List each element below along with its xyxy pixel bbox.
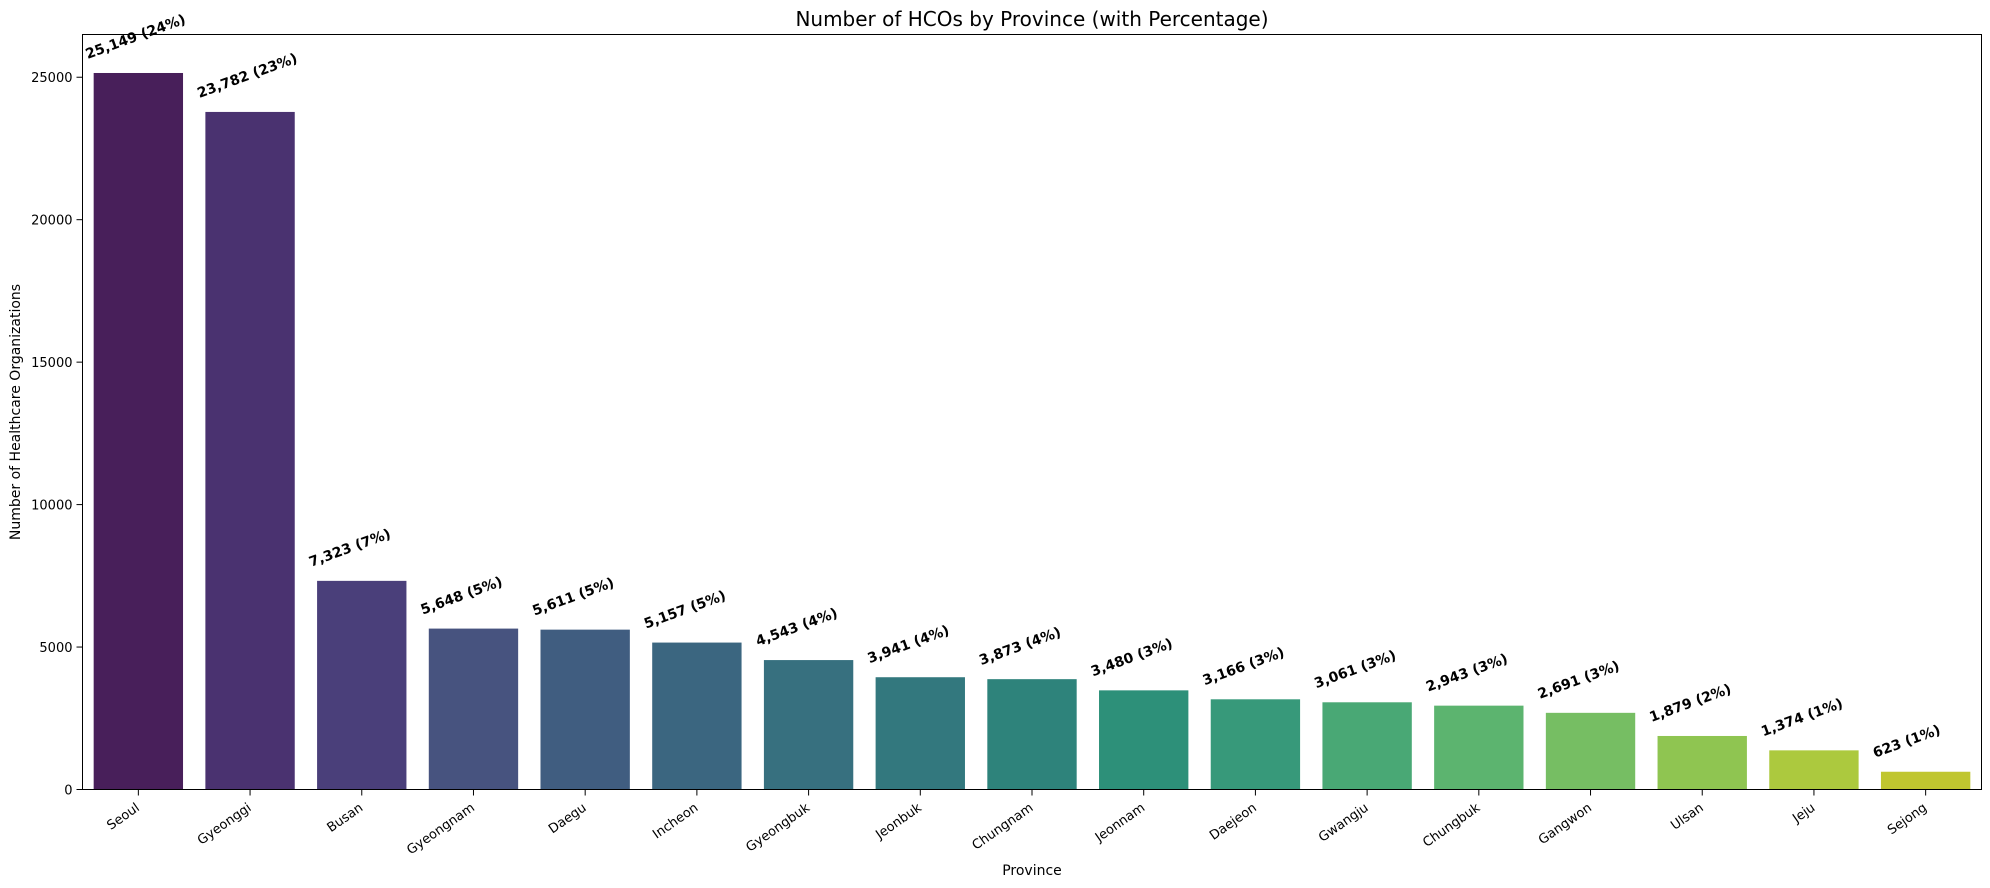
data-label: 4,543 (4%) (754, 605, 840, 649)
bar-gyeongbuk (763, 660, 854, 790)
x-tick-label: Jeonnam (1092, 800, 1148, 846)
x-tick-label: Gyeongnam (404, 800, 477, 858)
x-tick-label: Seoul (105, 800, 143, 833)
y-tick-label: 5000 (39, 641, 72, 656)
data-label: 5,611 (5%) (530, 575, 616, 619)
data-label: 3,480 (3%) (1089, 636, 1175, 680)
y-tick-label: 0 (64, 784, 72, 799)
y-tick-label: 25000 (31, 71, 72, 86)
bar-gyeonggi (205, 111, 295, 790)
data-label: 623 (1%) (1871, 722, 1943, 761)
x-axis-label: Province (1002, 863, 1062, 879)
bar-jeju (1769, 750, 1859, 790)
data-label: 3,941 (4%) (866, 623, 952, 667)
bar-ulsan (1657, 735, 1747, 790)
x-axis: Seoul Gyeonggi Busan Gyeongnam Daegu Incheon G… (105, 789, 1930, 858)
x-tick-label: Gangwon (1536, 800, 1595, 847)
x-tick-label: Jeonbuk (873, 800, 925, 843)
y-axis-label: Number of Healthcare Organizations (8, 284, 24, 540)
y-axis: 0 5000 10000 15000 20000 25000 (31, 71, 83, 799)
data-label: 5,157 (5%) (642, 588, 728, 632)
data-label: 2,691 (3%) (1536, 658, 1622, 702)
bar-busan (317, 580, 407, 790)
x-tick-label: Busan (325, 800, 366, 835)
x-tick-label: Daejeon (1207, 800, 1260, 843)
x-tick-label: Gyeonggi (195, 800, 254, 848)
y-tick-label: 15000 (31, 356, 72, 371)
bar-gyeongnam (428, 628, 519, 790)
x-tick-label: Daegu (546, 800, 589, 837)
bar-sejong (1880, 771, 1971, 790)
bar-chungbuk (1434, 705, 1524, 790)
bars-group (93, 72, 1971, 790)
x-tick-label: Sejong (1885, 800, 1930, 838)
bar-gwangju (1322, 702, 1412, 790)
x-tick-label: Incheon (650, 800, 701, 842)
bar-jeonbuk (875, 677, 965, 790)
bar-daegu (540, 629, 630, 790)
data-label: 1,879 (2%) (1647, 681, 1733, 725)
y-tick-label: 10000 (31, 499, 72, 514)
bar-chungnam (987, 679, 1077, 790)
y-tick-label: 20000 (31, 214, 72, 229)
data-label: 23,782 (23%) (195, 51, 299, 102)
x-tick-label: Chungnam (970, 800, 1037, 853)
plot-frame (82, 34, 1982, 790)
bar-seoul (93, 72, 184, 790)
x-tick-label: Jeju (1789, 800, 1818, 826)
x-tick-label: Gyeongbuk (743, 800, 813, 855)
chart-title: Number of HCOs by Province (with Percent… (795, 7, 1268, 31)
data-label: 5,648 (5%) (419, 574, 505, 618)
x-tick-label: Chungbuk (1420, 800, 1483, 850)
data-label: 7,323 (7%) (307, 526, 393, 570)
data-label: 1,374 (1%) (1759, 696, 1845, 740)
data-label: 25,149 (24%) (84, 12, 188, 63)
bar-daejeon (1210, 699, 1301, 790)
x-tick-label: Ulsan (1668, 800, 1706, 833)
bar-jeonnam (1099, 690, 1189, 790)
data-label: 3,061 (3%) (1312, 648, 1398, 692)
bar-incheon (652, 642, 742, 790)
data-label: 2,943 (3%) (1424, 651, 1510, 695)
data-label: 3,873 (4%) (977, 625, 1063, 669)
x-tick-label: Gwangju (1316, 800, 1371, 845)
bar-gangwon (1545, 712, 1636, 790)
data-label: 3,166 (3%) (1201, 645, 1287, 689)
